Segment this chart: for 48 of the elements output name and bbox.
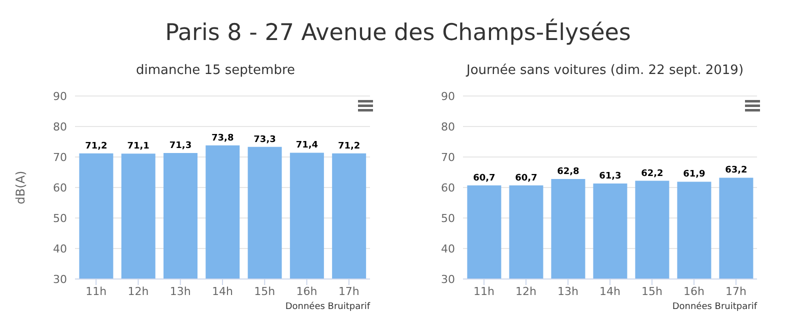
data-label: 71,1 (127, 142, 150, 152)
y-tick-label: 50 (53, 212, 67, 225)
data-label: 61,9 (683, 170, 706, 180)
x-tick-label: 12h (128, 284, 149, 298)
y-tick-label: 40 (441, 242, 455, 256)
x-tick-label: 13h (170, 284, 191, 298)
chart-subtitle: Journée sans voitures (dim. 22 sept. 2019) (466, 63, 744, 78)
data-label: 71,2 (338, 141, 360, 152)
x-tick-label: 17h (338, 284, 360, 298)
text: Données Bruitparif (672, 302, 757, 312)
y-tick-label: 30 (53, 272, 67, 286)
x-tick-label: 12h (516, 284, 537, 298)
y-tick-label: 70 (441, 150, 455, 164)
y-tick-label: 90 (441, 90, 455, 103)
y-tick-label: 60 (441, 181, 455, 194)
data-label: 60,7 (515, 173, 538, 184)
x-tick-label: 13h (558, 284, 579, 298)
y-tick-label: 90 (53, 90, 67, 103)
chart-subtitle: dimanche 15 septembre (136, 63, 295, 78)
data-label: 71,4 (296, 140, 318, 151)
data-label: 71,3 (169, 141, 192, 152)
y-tick-label: 30 (441, 272, 455, 286)
x-tick-label: 17h (726, 284, 747, 298)
text: Données Bruitparif (285, 302, 370, 312)
data-label: 73,8 (212, 133, 234, 144)
data-label: 71,2 (85, 141, 108, 152)
x-tick-label: 11h (86, 284, 107, 298)
data-label: 62,2 (641, 168, 664, 179)
x-tick-label: 14h (600, 284, 621, 298)
y-axis-title: dB(A) (13, 170, 28, 204)
y-tick-label: 80 (53, 120, 67, 134)
data-label: 62,8 (557, 166, 580, 177)
y-tick-label: 40 (53, 242, 67, 256)
x-tick-label: 15h (642, 284, 663, 298)
x-tick-label: 14h (212, 284, 234, 298)
y-tick-label: 60 (53, 181, 67, 194)
data-label: 61,3 (599, 172, 622, 182)
x-tick-label: 16h (296, 284, 318, 298)
y-tick-label: 50 (441, 212, 455, 225)
data-label: 73,3 (254, 134, 276, 145)
data-label: 63,2 (725, 166, 748, 176)
y-tick-label: 70 (53, 150, 67, 164)
chart-title: Paris 8 - 27 Avenue des Champs-Élysées (164, 20, 632, 46)
y-tick-label: 80 (441, 120, 455, 134)
data-label: 60,7 (473, 173, 496, 184)
x-tick-label: 11h (474, 284, 495, 298)
x-tick-label: 16h (684, 284, 705, 298)
x-tick-label: 15h (254, 284, 276, 298)
